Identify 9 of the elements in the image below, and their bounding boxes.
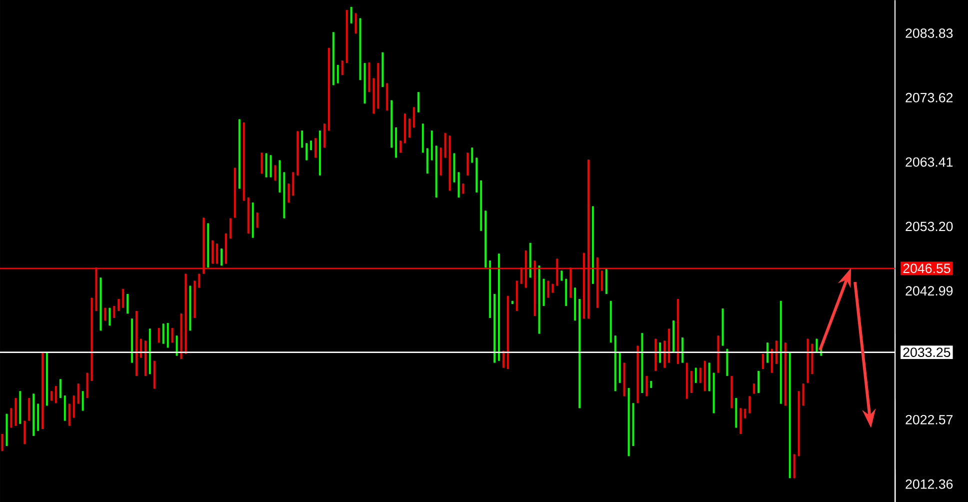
y-tick-label: 2073.62 — [906, 92, 953, 102]
y-tick-label: 2053.20 — [906, 222, 953, 232]
ref-line-label: 2033.25 — [903, 348, 950, 358]
ref-line-label: 2046.55 — [903, 264, 950, 274]
y-tick-label: 2022.57 — [906, 414, 953, 424]
y-tick-label: 2042.99 — [906, 286, 953, 296]
y-tick-label: 2083.83 — [906, 28, 953, 38]
y-tick-label: 2012.36 — [906, 479, 953, 489]
y-tick-label: 2063.41 — [906, 157, 953, 167]
